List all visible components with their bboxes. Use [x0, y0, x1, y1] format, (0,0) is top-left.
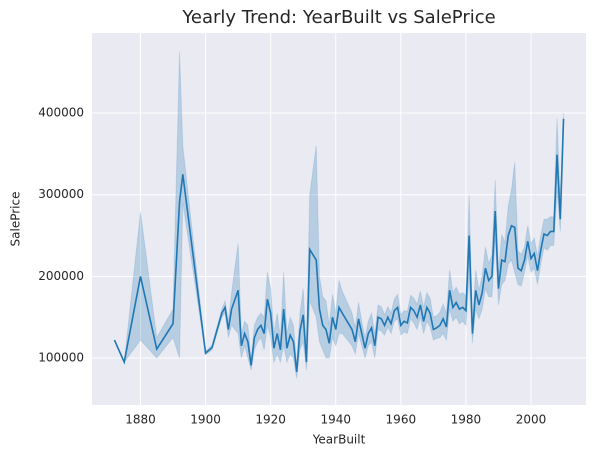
x-axis-label: YearBuilt	[312, 433, 366, 447]
x-tick-label: 1900	[190, 413, 221, 427]
x-tick-label: 1940	[320, 413, 351, 427]
chart-title: Yearly Trend: YearBuilt vs SalePrice	[181, 7, 495, 28]
y-tick-label: 100000	[38, 351, 84, 365]
y-tick-label: 300000	[38, 187, 84, 201]
x-tick-label: 1960	[386, 413, 417, 427]
line	[113, 118, 565, 373]
x-tick-label: 1920	[255, 413, 286, 427]
plot-area	[92, 33, 586, 405]
x-tick-label: 2000	[516, 413, 547, 427]
x-tick-label: 1980	[451, 413, 482, 427]
y-axis-label: SalePrice	[9, 192, 23, 247]
y-tick-label: 200000	[38, 269, 84, 283]
y-tick-label: 400000	[38, 106, 84, 120]
x-tick-label: 1880	[125, 413, 156, 427]
